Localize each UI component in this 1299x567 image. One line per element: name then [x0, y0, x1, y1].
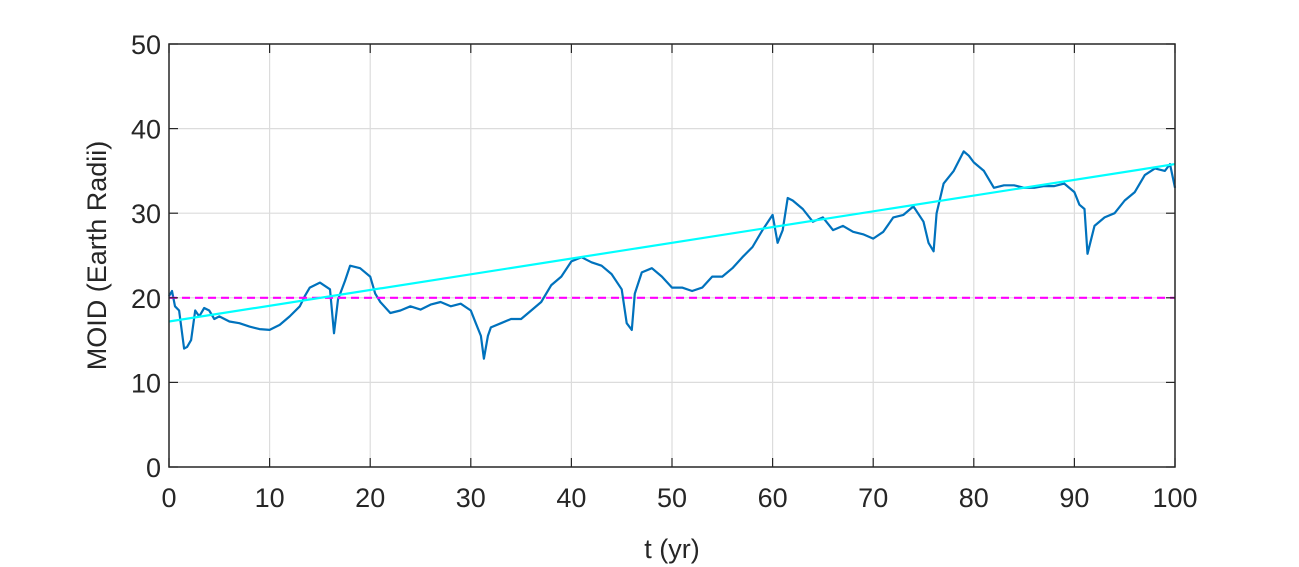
- x-tick-label: 100: [1152, 483, 1197, 513]
- x-tick-label: 0: [161, 483, 176, 513]
- x-axis-title: t (yr): [644, 534, 699, 564]
- y-axis-title: MOID (Earth Radii): [82, 141, 112, 371]
- y-axis: 0 10 20 30 40 50: [131, 30, 1175, 483]
- y-tick-label: 10: [131, 368, 161, 398]
- y-tick-label: 0: [146, 453, 161, 483]
- x-tick-label: 50: [657, 483, 687, 513]
- grid-lines: [169, 44, 1175, 467]
- y-tick-label: 20: [131, 284, 161, 314]
- x-tick-label: 90: [1059, 483, 1089, 513]
- x-tick-label: 40: [556, 483, 586, 513]
- x-tick-label: 60: [758, 483, 788, 513]
- y-tick-label: 40: [131, 115, 161, 145]
- plot-series: [168, 150, 1177, 360]
- linear-fit-line: [168, 163, 1176, 323]
- x-tick-label: 80: [959, 483, 989, 513]
- y-tick-label: 30: [131, 199, 161, 229]
- x-tick-label: 10: [255, 483, 285, 513]
- x-tick-label: 20: [355, 483, 385, 513]
- x-tick-label: 30: [456, 483, 486, 513]
- x-axis: 0 10 20 30 40 50 60 70 80 90 100: [161, 44, 1198, 513]
- y-tick-label: 50: [131, 30, 161, 60]
- x-tick-label: 70: [858, 483, 888, 513]
